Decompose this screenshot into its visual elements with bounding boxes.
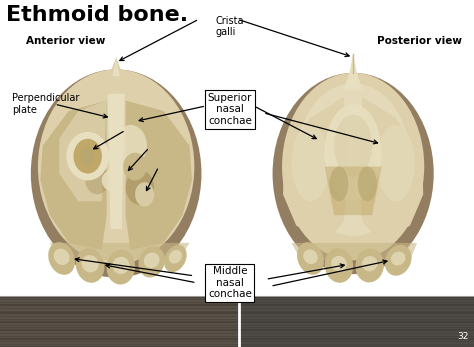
Text: Posterior view: Posterior view (377, 36, 462, 46)
Polygon shape (108, 94, 125, 229)
Ellipse shape (329, 167, 348, 201)
Ellipse shape (144, 253, 160, 268)
Ellipse shape (325, 104, 382, 201)
Ellipse shape (169, 250, 182, 264)
Ellipse shape (38, 69, 194, 264)
Ellipse shape (385, 245, 411, 276)
Text: Superior
nasal
conchae: Superior nasal conchae (208, 93, 252, 126)
Ellipse shape (296, 83, 410, 236)
Ellipse shape (358, 167, 377, 201)
Ellipse shape (331, 256, 347, 271)
Ellipse shape (85, 167, 109, 194)
Ellipse shape (54, 248, 70, 265)
Polygon shape (358, 97, 423, 243)
Polygon shape (292, 243, 417, 260)
Bar (239, 297, 474, 347)
Polygon shape (50, 243, 190, 260)
Ellipse shape (297, 242, 324, 275)
Ellipse shape (377, 125, 415, 201)
Text: Crista
galli: Crista galli (216, 16, 244, 37)
Polygon shape (59, 101, 107, 201)
Text: Perpendicular
plate: Perpendicular plate (12, 93, 79, 115)
Ellipse shape (334, 115, 372, 177)
Polygon shape (325, 167, 382, 215)
Ellipse shape (48, 242, 75, 275)
Polygon shape (283, 97, 348, 243)
Ellipse shape (114, 125, 147, 167)
Ellipse shape (112, 257, 129, 274)
Ellipse shape (273, 73, 434, 274)
Ellipse shape (81, 147, 95, 165)
Text: Anterior view: Anterior view (26, 36, 105, 46)
Ellipse shape (325, 248, 353, 283)
Text: Ethmoid bone.: Ethmoid bone. (6, 5, 188, 25)
Ellipse shape (76, 248, 104, 283)
Polygon shape (40, 101, 107, 250)
Text: 32: 32 (457, 332, 468, 341)
Ellipse shape (31, 69, 201, 278)
Polygon shape (344, 54, 363, 90)
Ellipse shape (82, 255, 99, 272)
Ellipse shape (126, 170, 154, 205)
Ellipse shape (102, 170, 121, 191)
Polygon shape (126, 101, 192, 250)
Ellipse shape (362, 256, 378, 271)
Ellipse shape (138, 246, 165, 278)
Polygon shape (104, 57, 128, 94)
Ellipse shape (73, 139, 102, 174)
Text: Middle
nasal
conchae: Middle nasal conchae (208, 266, 252, 299)
Ellipse shape (66, 132, 109, 180)
Ellipse shape (107, 250, 135, 285)
Ellipse shape (356, 248, 384, 282)
Bar (0, 297, 239, 347)
Ellipse shape (303, 249, 318, 264)
Polygon shape (112, 59, 120, 76)
Ellipse shape (135, 182, 154, 206)
Ellipse shape (123, 153, 147, 180)
Ellipse shape (164, 245, 187, 272)
Ellipse shape (282, 73, 424, 260)
Ellipse shape (391, 252, 405, 265)
Ellipse shape (292, 125, 329, 201)
